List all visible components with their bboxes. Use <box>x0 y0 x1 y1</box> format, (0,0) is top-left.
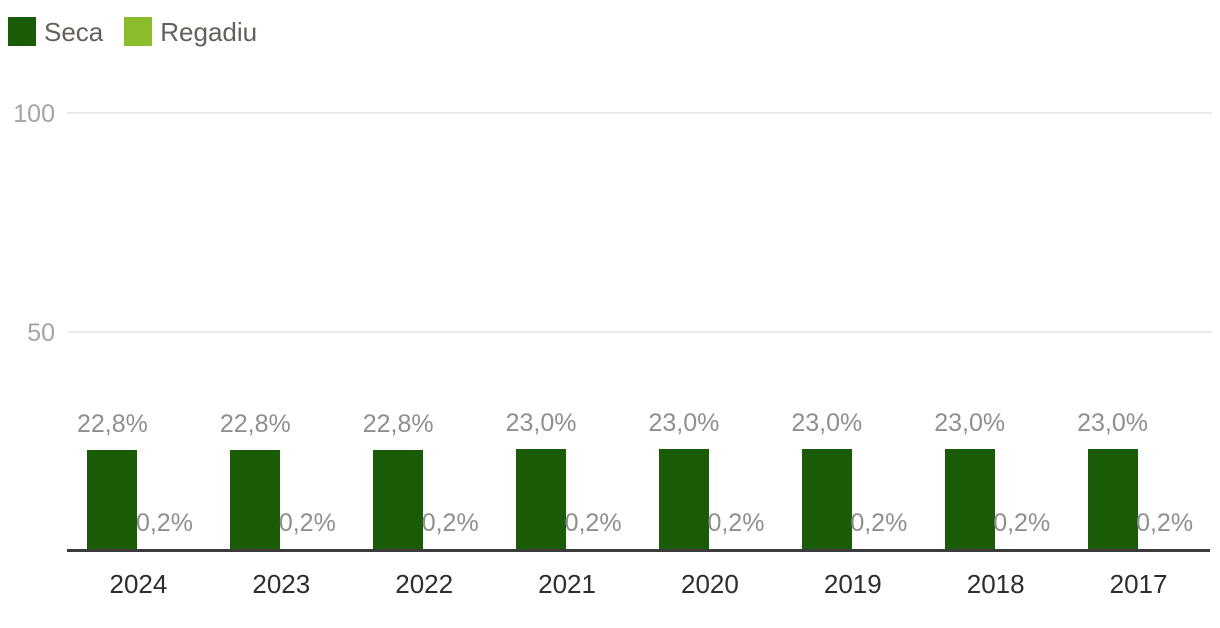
category-group-2018: 23,0% 0,2% <box>924 0 1067 550</box>
seca-bar[interactable] <box>801 449 852 550</box>
gridline-100 <box>67 112 1212 114</box>
regadiu-value-label: 0,2% <box>707 509 765 537</box>
regadiu-column: 0,2% <box>1136 0 1193 550</box>
y-axis-tick-50: 50 <box>27 319 55 347</box>
x-axis-label-2024: 2024 <box>109 569 168 599</box>
x-axis-label-2023: 2023 <box>252 569 311 599</box>
seca-column: 23,0% <box>791 0 862 550</box>
regadiu-value-label: 0,2% <box>993 509 1051 537</box>
category-group-2023: 22,8% 0,2% <box>210 0 353 550</box>
x-axis-labels: 2024 2023 2022 2021 2020 2019 2018 2017 <box>67 568 1210 600</box>
seca-value-label: 22,8% <box>76 410 148 438</box>
regadiu-value-label: 0,2% <box>135 509 193 537</box>
seca-column: 22,8% <box>77 0 148 550</box>
x-axis-line <box>67 549 1210 552</box>
legend-label: Regadiu <box>160 16 258 47</box>
x-axis-label-2018: 2018 <box>966 569 1025 599</box>
legend-swatch-seca <box>8 17 36 46</box>
x-axis-label-2017: 2017 <box>1109 569 1168 599</box>
category-group-2019: 23,0% 0,2% <box>781 0 924 550</box>
regadiu-column: 0,2% <box>136 0 193 550</box>
seca-value-label: 23,0% <box>1077 409 1149 437</box>
legend-item-seca[interactable]: Seca <box>8 17 103 46</box>
regadiu-value-label: 0,2% <box>564 509 622 537</box>
x-axis-label-2022: 2022 <box>395 569 454 599</box>
category-group-2024: 22,8% 0,2% <box>67 0 210 550</box>
regadiu-column: 0,2% <box>565 0 622 550</box>
y-axis-tick-100: 100 <box>13 100 55 128</box>
seca-bar[interactable] <box>87 450 138 550</box>
regadiu-value-label: 0,2% <box>1136 509 1194 537</box>
seca-bar[interactable] <box>373 450 424 550</box>
bar-groups: 22,8% 0,2% 22,8% 0,2% 22,8% 0,2% 23,0% 0,2% 23,0… <box>67 0 1210 550</box>
seca-bar[interactable] <box>944 449 995 550</box>
seca-value-label: 23,0% <box>791 409 863 437</box>
seca-bar[interactable] <box>1087 449 1138 550</box>
seca-column: 23,0% <box>506 0 577 550</box>
x-axis-label-2020: 2020 <box>681 569 739 599</box>
legend: Seca Regadiu <box>8 17 257 46</box>
seca-column: 22,8% <box>363 0 434 550</box>
seca-column: 23,0% <box>648 0 719 550</box>
seca-value-label: 22,8% <box>219 410 291 438</box>
seca-bar[interactable] <box>658 449 709 550</box>
regadiu-column: 0,2% <box>993 0 1050 550</box>
x-axis-label-2019: 2019 <box>823 569 882 599</box>
regadiu-value-label: 0,2% <box>850 509 908 537</box>
category-group-2022: 22,8% 0,2% <box>353 0 496 550</box>
regadiu-column: 0,2% <box>422 0 479 550</box>
seca-value-label: 23,0% <box>934 409 1006 437</box>
seca-bar[interactable] <box>230 450 281 550</box>
regadiu-value-label: 0,2% <box>278 509 336 537</box>
category-group-2021: 23,0% 0,2% <box>496 0 639 550</box>
gridline-50 <box>67 331 1212 333</box>
seca-value-label: 22,8% <box>362 410 434 438</box>
regadiu-column: 0,2% <box>850 0 907 550</box>
legend-label: Seca <box>44 16 104 47</box>
seca-column: 23,0% <box>1077 0 1148 550</box>
regadiu-value-label: 0,2% <box>421 509 479 537</box>
seca-value-label: 23,0% <box>505 409 577 437</box>
seca-column: 22,8% <box>220 0 291 550</box>
x-axis-label-2021: 2021 <box>538 569 596 599</box>
seca-column: 23,0% <box>934 0 1005 550</box>
regadiu-column: 0,2% <box>707 0 764 550</box>
category-group-2020: 23,0% 0,2% <box>639 0 782 550</box>
seca-bar[interactable] <box>516 449 567 550</box>
seca-value-label: 23,0% <box>648 409 720 437</box>
legend-swatch-regadiu <box>124 17 153 46</box>
category-group-2017: 23,0% 0,2% <box>1067 0 1210 550</box>
regadiu-column: 0,2% <box>279 0 336 550</box>
legend-item-regadiu[interactable]: Regadiu <box>124 17 257 46</box>
